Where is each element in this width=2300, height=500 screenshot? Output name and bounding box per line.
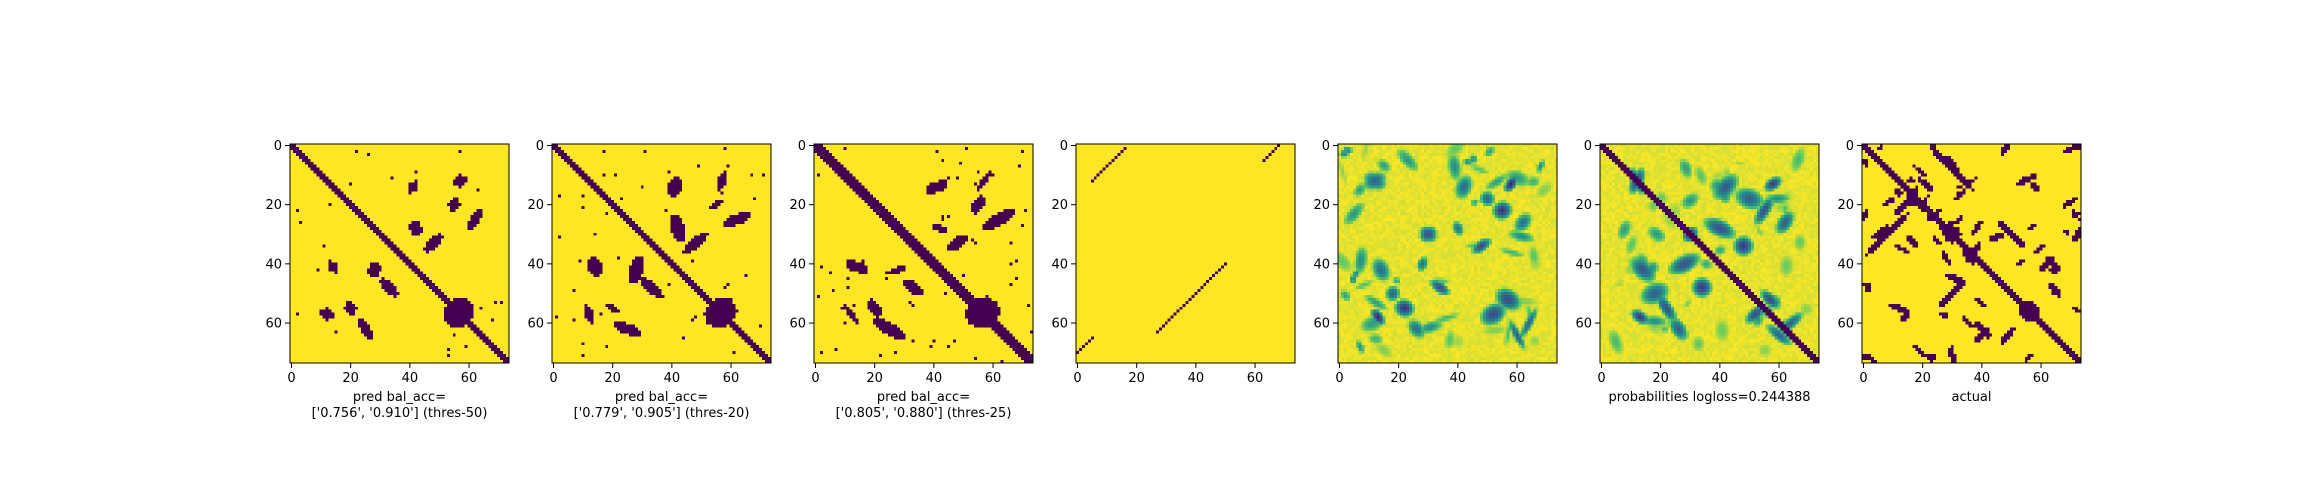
heatmap-image-4 (1076, 144, 1295, 363)
panel-3: 0 20 40 60 0 20 40 60 pred bal_acc=['0.805', '0.… (789, 139, 1034, 421)
y-tick-label: 20 (1837, 198, 1854, 213)
y-tick-label: 20 (1575, 198, 1592, 213)
x-tick-label: 40 (1974, 371, 1991, 386)
x-tick-label: 40 (1188, 371, 1205, 386)
y-tick-label: 40 (1575, 257, 1592, 272)
x-tick-label: 0 (1073, 371, 1081, 386)
x-tick-label: 40 (1450, 371, 1467, 386)
heatmap-image-7 (1862, 144, 2081, 363)
y-tick-label: 0 (1846, 139, 1854, 154)
y-tick-label: 40 (1837, 257, 1854, 272)
x-tick-label: 40 (664, 371, 681, 386)
panel-1: 0 20 40 60 0 20 40 60 pred bal_acc=['0.756', '0.… (265, 139, 510, 421)
y-tick-label: 40 (527, 257, 544, 272)
x-tick-label: 60 (985, 371, 1002, 386)
heatmap-image-1 (290, 144, 509, 363)
x-tick-label: 0 (1597, 371, 1605, 386)
y-tick-label: 40 (1051, 257, 1068, 272)
y-tick-label: 0 (536, 139, 544, 154)
x-axis-label: pred bal_acc= (615, 390, 708, 405)
axes-frame-4 (1075, 143, 1296, 364)
y-tick-label: 60 (1575, 317, 1592, 332)
y-tick-label: 0 (1322, 139, 1330, 154)
x-tick-label: 60 (2033, 371, 2050, 386)
axes-frame-1 (289, 143, 510, 364)
x-tick-label: 0 (811, 371, 819, 386)
x-axis-label: ['0.805', '0.880'] (thres-25) (836, 406, 1012, 421)
x-tick-label: 40 (402, 371, 419, 386)
panel-2: 0 20 40 60 0 20 40 60 pred bal_acc=['0.779', '0.… (527, 139, 772, 421)
x-tick-label: 60 (461, 371, 478, 386)
y-tick-label: 0 (1060, 139, 1068, 154)
y-tick-label: 60 (527, 317, 544, 332)
y-tick-label: 0 (798, 139, 806, 154)
panel-6: 0 20 40 60 0 20 40 60 probabilities logloss=0.24… (1575, 139, 1820, 405)
y-tick-label: 0 (1584, 139, 1592, 154)
x-axis-label: actual (1951, 390, 1991, 405)
x-axis-label: pred bal_acc= (353, 390, 446, 405)
axes-frame-2 (551, 143, 772, 364)
y-tick-label: 20 (1051, 198, 1068, 213)
x-tick-label: 40 (926, 371, 943, 386)
x-tick-label: 20 (1128, 371, 1145, 386)
heatmap-image-5 (1338, 144, 1557, 363)
panel-4: 0 20 40 60 0 20 40 60 (1051, 139, 1296, 386)
y-tick-label: 60 (1837, 317, 1854, 332)
axes-frame-6 (1599, 143, 1820, 364)
x-tick-label: 20 (1914, 371, 1931, 386)
y-tick-label: 20 (265, 198, 282, 213)
x-tick-label: 60 (723, 371, 740, 386)
axes-frame-3 (813, 143, 1034, 364)
y-tick-label: 20 (1313, 198, 1330, 213)
x-axis-label: probabilities logloss=0.244388 (1608, 390, 1810, 405)
panel-7: 0 20 40 60 0 20 40 60 actual (1837, 139, 2082, 405)
x-tick-label: 20 (1390, 371, 1407, 386)
axes-frame-5 (1337, 143, 1558, 364)
x-tick-label: 20 (342, 371, 359, 386)
y-tick-label: 60 (1051, 317, 1068, 332)
x-tick-label: 40 (1712, 371, 1729, 386)
y-tick-label: 60 (265, 317, 282, 332)
x-axis-label: ['0.779', '0.905'] (thres-20) (574, 406, 750, 421)
x-tick-label: 0 (287, 371, 295, 386)
x-tick-label: 20 (866, 371, 883, 386)
x-tick-label: 20 (604, 371, 621, 386)
x-tick-label: 60 (1771, 371, 1788, 386)
axes-frame-7 (1861, 143, 2082, 364)
heatmap-image-3 (814, 144, 1033, 363)
y-tick-label: 40 (789, 257, 806, 272)
y-tick-label: 0 (274, 139, 282, 154)
x-axis-label: pred bal_acc= (877, 390, 970, 405)
x-tick-label: 60 (1509, 371, 1526, 386)
heatmap-image-2 (552, 144, 771, 363)
x-tick-label: 20 (1652, 371, 1669, 386)
x-tick-label: 0 (549, 371, 557, 386)
y-tick-label: 20 (789, 198, 806, 213)
panel-5: 0 20 40 60 0 20 40 60 (1313, 139, 1558, 386)
x-tick-label: 60 (1247, 371, 1264, 386)
heatmap-image-6 (1600, 144, 1819, 363)
y-tick-label: 40 (1313, 257, 1330, 272)
y-tick-label: 60 (789, 317, 806, 332)
x-tick-label: 0 (1335, 371, 1343, 386)
y-tick-label: 40 (265, 257, 282, 272)
x-tick-label: 0 (1859, 371, 1867, 386)
y-tick-label: 20 (527, 198, 544, 213)
y-tick-label: 60 (1313, 317, 1330, 332)
x-axis-label: ['0.756', '0.910'] (thres-50) (312, 406, 488, 421)
